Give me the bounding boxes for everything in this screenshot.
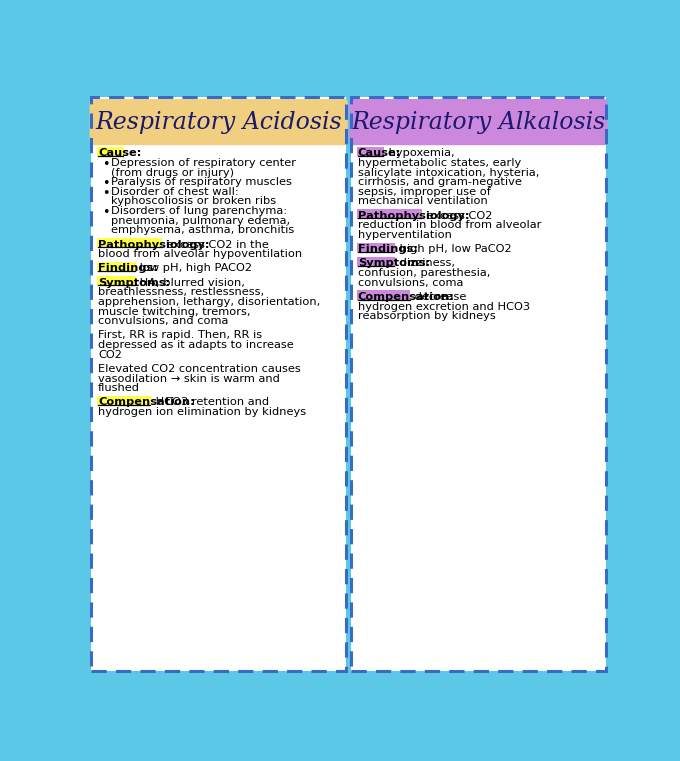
Text: Disorders of lung parenchyma:: Disorders of lung parenchyma: (112, 206, 288, 216)
Text: muscle twitching, tremors,: muscle twitching, tremors, (98, 307, 251, 317)
Bar (357, 243, 395, 252)
Text: high pH, low PaCO2: high pH, low PaCO2 (396, 244, 511, 254)
Text: •: • (102, 206, 109, 219)
Text: CO2: CO2 (98, 349, 122, 360)
Text: vasodilation → skin is warm and: vasodilation → skin is warm and (98, 374, 280, 384)
Text: •: • (102, 158, 109, 171)
Text: •: • (102, 186, 109, 200)
Text: convulsions, coma: convulsions, coma (358, 278, 463, 288)
Text: flushed: flushed (98, 383, 140, 393)
Text: Cause:: Cause: (98, 148, 141, 158)
Bar (357, 291, 411, 300)
Text: salicylate intoxication, hysteria,: salicylate intoxication, hysteria, (358, 167, 539, 177)
Text: Paralysis of respiratory muscles: Paralysis of respiratory muscles (112, 177, 292, 187)
Text: kyphoscoliosis or broken ribs: kyphoscoliosis or broken ribs (112, 196, 277, 206)
Text: hydrogen excretion and HCO3: hydrogen excretion and HCO3 (358, 301, 530, 311)
Text: Depression of respiratory center: Depression of respiratory center (112, 158, 296, 168)
Text: sepsis, improper use of: sepsis, improper use of (358, 186, 491, 197)
Bar (97, 147, 124, 156)
Bar (97, 238, 163, 247)
Text: breathlessness, restlessness,: breathlessness, restlessness, (98, 288, 265, 298)
Text: Symptoms:: Symptoms: (358, 259, 430, 269)
Text: Cause:: Cause: (358, 148, 401, 158)
Text: convulsions, and coma: convulsions, and coma (98, 316, 228, 326)
Bar (351, 97, 606, 671)
Text: hydrogen ion elimination by kidneys: hydrogen ion elimination by kidneys (98, 407, 306, 417)
Text: reduction in blood from alveolar: reduction in blood from alveolar (358, 220, 541, 231)
Text: Pathophysiology:: Pathophysiology: (98, 240, 209, 250)
Bar (97, 396, 151, 406)
Text: hyperventilation: hyperventilation (358, 230, 452, 240)
Bar (357, 147, 384, 156)
Text: Respiratory Acidosis: Respiratory Acidosis (95, 110, 342, 134)
FancyBboxPatch shape (90, 99, 347, 145)
Text: Findings:: Findings: (358, 244, 418, 254)
Text: Respiratory Alkalosis: Respiratory Alkalosis (351, 110, 605, 134)
Text: depressed as it adapts to increase: depressed as it adapts to increase (98, 340, 294, 350)
Text: confusion, paresthesia,: confusion, paresthesia, (358, 268, 490, 278)
Bar (97, 262, 135, 272)
Bar (91, 97, 346, 671)
Text: reabsorption by kidneys: reabsorption by kidneys (358, 311, 496, 321)
Text: excess CO2 in the: excess CO2 in the (163, 240, 269, 250)
Text: Elevated CO2 concentration causes: Elevated CO2 concentration causes (98, 364, 301, 374)
Text: emphysema, asthma, bronchitis: emphysema, asthma, bronchitis (112, 225, 294, 235)
Text: cirrhosis, and gram-negative: cirrhosis, and gram-negative (358, 177, 522, 187)
Text: Symptoms:: Symptoms: (98, 278, 170, 288)
Text: hypoxemia,: hypoxemia, (385, 148, 454, 158)
Text: (from drugs or injury): (from drugs or injury) (112, 167, 235, 177)
Text: pneumonia, pulmonary edema,: pneumonia, pulmonary edema, (112, 215, 290, 226)
Text: dizziness,: dizziness, (396, 259, 455, 269)
Bar (357, 209, 422, 218)
Text: HCO3 retention and: HCO3 retention and (152, 397, 269, 407)
Text: hypermetabolic states, early: hypermetabolic states, early (358, 158, 521, 168)
Text: Compensation:: Compensation: (358, 292, 454, 302)
Text: Pathophysiology:: Pathophysiology: (358, 211, 469, 221)
Text: apprehension, lethargy, disorientation,: apprehension, lethargy, disorientation, (98, 297, 320, 307)
Bar (91, 97, 346, 671)
Text: First, RR is rapid. Then, RR is: First, RR is rapid. Then, RR is (98, 330, 262, 340)
Text: excess CO2: excess CO2 (423, 211, 492, 221)
Bar (351, 97, 606, 671)
Text: mechanical ventilation: mechanical ventilation (358, 196, 488, 206)
Text: •: • (102, 177, 109, 190)
Text: HA, blurred vision,: HA, blurred vision, (137, 278, 245, 288)
FancyBboxPatch shape (350, 99, 607, 145)
Bar (97, 276, 135, 285)
Bar (357, 257, 395, 266)
Text: low pH, high PACO2: low pH, high PACO2 (137, 263, 252, 273)
Text: decrease: decrease (411, 292, 466, 302)
Text: Disorder of chest wall:: Disorder of chest wall: (112, 186, 239, 197)
Text: Findings:: Findings: (98, 263, 158, 273)
Text: blood from alveolar hypoventilation: blood from alveolar hypoventilation (98, 249, 303, 260)
Text: Compensation:: Compensation: (98, 397, 195, 407)
